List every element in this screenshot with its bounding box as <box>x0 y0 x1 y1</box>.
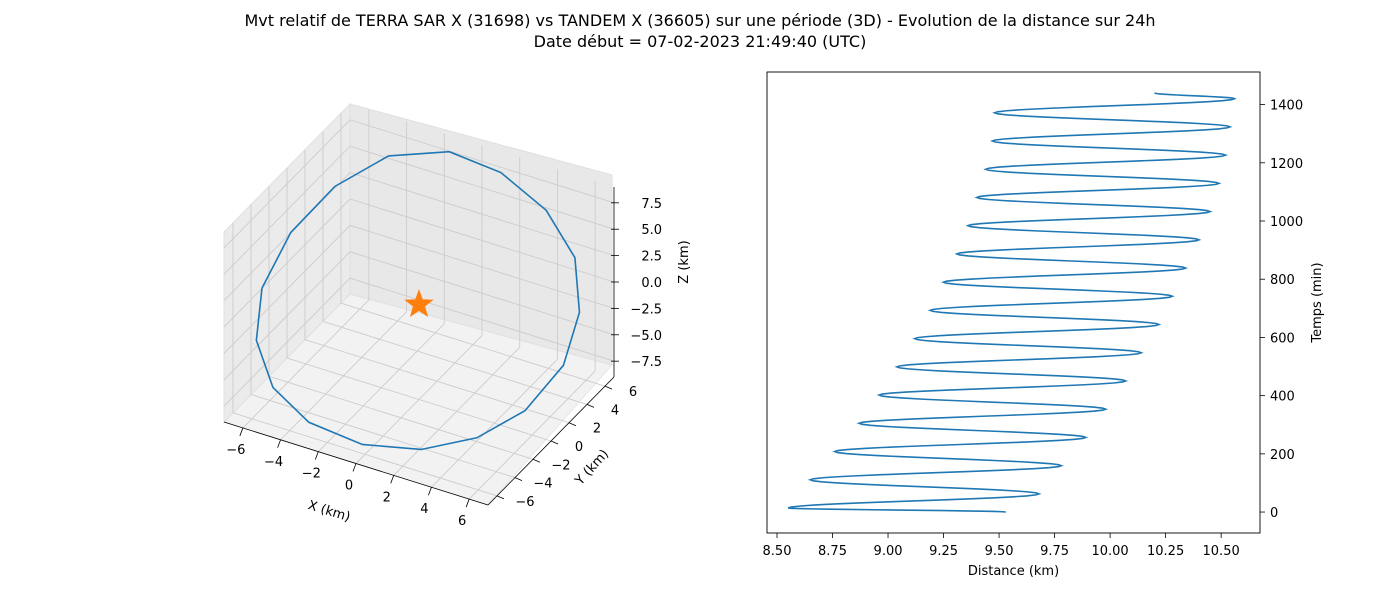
z-tick-label: −5.0 <box>630 329 662 344</box>
y-tick-mark <box>604 385 613 390</box>
grid-line-y <box>232 222 498 497</box>
x-tick-label: −6 <box>226 443 245 458</box>
x-tick-label: 10.00 <box>1091 544 1128 559</box>
orbit-line <box>255 150 581 451</box>
x-tick-mark <box>428 487 432 496</box>
x-tick-label: 8.75 <box>818 544 847 559</box>
grid-line-z <box>223 198 615 328</box>
x-tick-mark <box>314 451 319 460</box>
y-tick-mark <box>568 422 577 427</box>
grid-line-x <box>393 157 521 476</box>
z-axis-label: Z (km) <box>677 240 692 283</box>
grid-line-x <box>468 181 596 500</box>
grid-line-y <box>286 168 552 442</box>
figure-title-line1: Mvt relatif de TERRA SAR X (31698) vs TA… <box>244 11 1156 30</box>
x-tick-label: 0 <box>345 479 353 494</box>
y-tick-mark <box>550 440 559 445</box>
z-tick-label: 0.0 <box>641 276 662 291</box>
z-tick-label: 2.5 <box>641 250 662 265</box>
x-axis-label: X (km) <box>306 498 352 525</box>
x-tick-label: 9.25 <box>929 544 958 559</box>
z-tick-label: 5.0 <box>641 223 662 238</box>
grid-line-x <box>431 169 558 488</box>
y-tick-label: 0 <box>575 440 583 455</box>
x-axis-label: Distance (km) <box>968 564 1059 579</box>
origin-star-marker <box>404 289 434 318</box>
x-tick-mark <box>465 498 470 508</box>
chart-distance-vs-time: 8.50 8.75 9.00 9.25 9.50 9.75 10.00 10.25 10.50 0… <box>763 71 1325 579</box>
grid-line-z <box>223 224 615 354</box>
x-tick-label: −2 <box>302 467 321 482</box>
grid-line-y <box>340 113 606 387</box>
grid-line-x <box>355 145 483 464</box>
y-tick-label: 4 <box>611 403 619 418</box>
grid-line-z <box>223 277 615 407</box>
x-tick-label: 6 <box>458 514 466 529</box>
y-tick-mark <box>532 458 541 463</box>
y-tick-mark <box>496 495 505 500</box>
y-tick-label: 600 <box>1270 331 1295 346</box>
y-tick-label: 1400 <box>1270 99 1303 114</box>
y-tick-label: 200 <box>1270 448 1295 463</box>
z-tick-label: −7.5 <box>630 355 662 370</box>
grid-line-y <box>322 131 588 405</box>
x-tick-label: 4 <box>420 502 428 517</box>
grid-line-z <box>223 119 615 249</box>
x-tick-label: −4 <box>264 455 283 470</box>
x-tick-mark <box>239 427 244 437</box>
y-tick-label: 1000 <box>1270 215 1303 230</box>
y-tick-label: 0 <box>1270 506 1278 521</box>
y-tick-mark <box>586 404 595 408</box>
x-tick-label: 8.50 <box>763 544 792 559</box>
y-axis-label: Temps (min) <box>1310 262 1325 343</box>
y-tick-label: 400 <box>1270 390 1295 405</box>
x-tick-label: 10.50 <box>1203 544 1240 559</box>
plot-frame <box>766 71 1261 534</box>
y-tick-label: 1200 <box>1270 157 1303 172</box>
grid-line-z <box>223 251 615 381</box>
y-tick-label: 2 <box>593 422 601 437</box>
z-tick-label: −2.5 <box>630 302 662 317</box>
x-tick-label: 9.75 <box>1040 544 1069 559</box>
y-tick-label: −6 <box>515 495 534 510</box>
figure-title: Mvt relatif de TERRA SAR X (31698) vs TA… <box>0 10 1400 52</box>
y-tick-label: 800 <box>1270 273 1295 288</box>
grid-line-x <box>317 133 445 452</box>
x-tick-label: 2 <box>383 490 391 505</box>
x-tick-label: 9.50 <box>985 544 1014 559</box>
figure-title-line2: Date début = 07-02-2023 21:49:40 (UTC) <box>533 32 867 51</box>
z-tick-label: 7.5 <box>641 197 662 212</box>
chart-3d-relative-motion: −6−4−20246−6−4−20246−7.5−5.0−2.50.02.55.… <box>223 102 692 529</box>
grid-line-x <box>280 121 408 441</box>
x-tick-mark <box>390 475 395 484</box>
grid-line-y <box>250 204 516 479</box>
grid-line-z <box>223 145 615 275</box>
x-tick-mark <box>352 463 357 472</box>
grid-line-x <box>242 109 370 429</box>
y-tick-label: −2 <box>551 458 570 473</box>
x-tick-label: 9.00 <box>874 544 903 559</box>
distance-curve <box>787 92 1237 513</box>
x-tick-label: 10.25 <box>1147 544 1184 559</box>
y-tick-label: 6 <box>629 385 637 400</box>
y-tick-mark <box>514 477 523 481</box>
grid-line-z <box>223 172 615 301</box>
grid-line-y <box>304 149 570 424</box>
x-tick-mark <box>277 439 281 448</box>
y-tick-label: −4 <box>533 477 552 492</box>
